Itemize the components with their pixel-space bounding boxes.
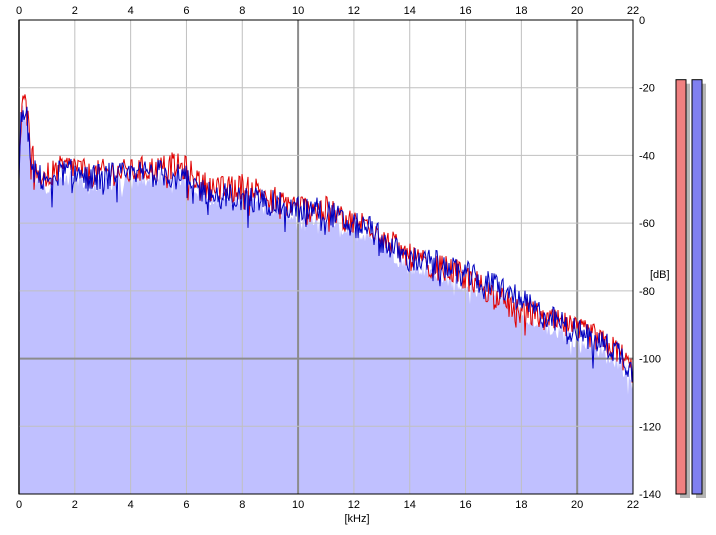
right-channel-line [18, 106, 634, 382]
x-tick-label-top: 10 [292, 5, 304, 17]
x-tick-labels-bottom: 0 2 4 6 8 10 12 14 16 18 20 22 [16, 499, 639, 511]
x-tick-label-top: 0 [16, 5, 22, 17]
x-tick-label-bottom: 16 [459, 499, 471, 511]
x-tick-label-bottom: 0 [16, 499, 22, 511]
x-tick-label-top: 20 [571, 5, 583, 17]
x-tick-label-top: 6 [183, 5, 189, 17]
spectrum-fill-path [19, 104, 633, 495]
x-tick-labels-top: 0 2 4 6 8 10 12 14 16 18 20 22 [16, 5, 639, 17]
x-tick-label-top: 18 [515, 5, 527, 17]
x-tick-label-bottom: 2 [72, 499, 78, 511]
level-meters [675, 79, 706, 498]
x-tick-label-bottom: 12 [348, 499, 360, 511]
x-tick-label-top: 12 [348, 5, 360, 17]
series-lines [18, 94, 634, 383]
y-tick-label: -40 [639, 150, 655, 162]
x-tick-label-top: 22 [627, 5, 639, 17]
x-tick-label-top: 2 [72, 5, 78, 17]
x-tick-label-bottom: 8 [239, 499, 245, 511]
y-tick-label: -120 [639, 421, 661, 433]
y-tick-label: -80 [639, 286, 655, 298]
x-tick-label-top: 8 [239, 5, 245, 17]
y-tick-label: -60 [639, 218, 655, 230]
x-tick-label-bottom: 4 [128, 499, 134, 511]
y-tick-label: 0 [639, 15, 645, 27]
left-level-meter [675, 79, 687, 495]
x-tick-label-bottom: 22 [627, 499, 639, 511]
x-tick-label-bottom: 14 [404, 499, 416, 511]
x-tick-label-bottom: 6 [183, 499, 189, 511]
x-tick-label-top: 4 [128, 5, 134, 17]
x-tick-label-bottom: 18 [515, 499, 527, 511]
y-tick-label: -20 [639, 83, 655, 95]
y-tick-label: -140 [639, 489, 661, 501]
y-tick-label: -100 [639, 354, 661, 366]
x-tick-label-bottom: 10 [292, 499, 304, 511]
y-tick-labels: 0 -20 -40 -60 -80 -100 -120 -140 [639, 15, 661, 501]
spectrum-fill-area [19, 104, 633, 495]
right-level-meter [691, 79, 703, 495]
plot-frame [18, 19, 634, 495]
x-tick-label-top: 14 [404, 5, 416, 17]
y-axis-label: [dB] [650, 269, 670, 281]
left-channel-line [18, 94, 634, 383]
x-tick-label-top: 16 [459, 5, 471, 17]
x-axis-label: [kHz] [344, 513, 369, 525]
x-tick-label-bottom: 20 [571, 499, 583, 511]
